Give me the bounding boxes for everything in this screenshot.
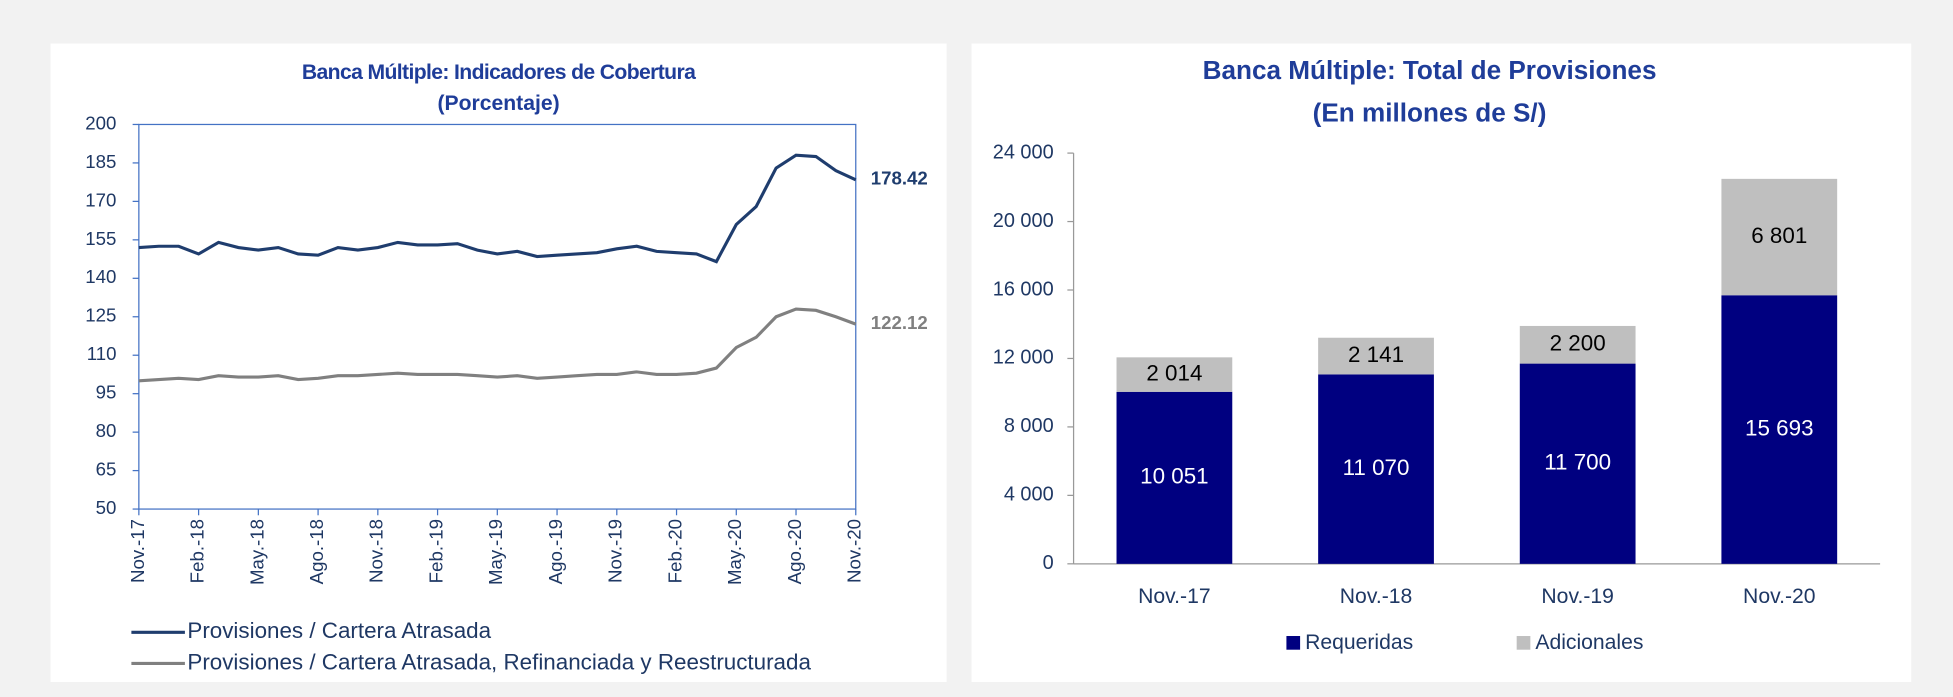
x-tick-label: Feb.-18	[187, 519, 208, 583]
bar-value-label: 11 700	[1544, 450, 1611, 475]
legend-label: Provisiones / Cartera Atrasada	[187, 618, 491, 643]
legend-label: Provisiones / Cartera Atrasada, Refinanc…	[187, 649, 811, 674]
y-tick-label: 110	[87, 343, 117, 364]
bar-segment	[1116, 391, 1233, 564]
y-tick-label: 4 000	[1004, 484, 1054, 506]
chart-subtitle: (En millones de S/)	[1313, 97, 1547, 127]
bar-value-label: 6 801	[1751, 223, 1807, 248]
x-tick-label: Nov.-18	[366, 519, 387, 583]
bar-value-label: 2 014	[1146, 361, 1202, 386]
bar-value-label: 2 141	[1348, 342, 1404, 367]
y-tick-label: 80	[96, 420, 117, 441]
x-tick-label: Nov.-20	[1743, 585, 1815, 608]
chart-title: Banca Múltiple: Indicadores de Cobertura	[302, 61, 696, 84]
y-tick-label: 170	[85, 189, 116, 210]
x-tick-label: Ago.-18	[306, 519, 327, 584]
bar-segment	[1519, 363, 1636, 564]
x-tick-label: Feb.-19	[425, 519, 446, 583]
x-tick-label: Ago.-20	[784, 519, 805, 584]
y-tick-label: 125	[85, 305, 116, 326]
x-tick-label: Nov.-17	[127, 519, 148, 583]
bar-segment	[1318, 337, 1434, 375]
end-value-label: 178.42	[871, 168, 928, 189]
bar-segment	[1318, 374, 1434, 564]
x-tick-label: Nov.-18	[1340, 585, 1412, 608]
line-series	[138, 153, 857, 264]
y-tick-label: 95	[96, 382, 117, 403]
bar-value-label: 11 070	[1343, 455, 1410, 480]
bar-segment	[1519, 325, 1636, 364]
left-panel	[50, 43, 947, 683]
legend-swatch	[1286, 636, 1301, 650]
y-tick-label: 155	[85, 228, 116, 249]
y-tick-label: 185	[85, 151, 116, 172]
bar-segment	[1721, 295, 1838, 564]
y-tick-label: 140	[85, 266, 116, 287]
y-tick-label: 200	[85, 112, 116, 133]
x-tick-label: Nov.-20	[844, 519, 865, 583]
legend-label: Adicionales	[1535, 631, 1643, 654]
bar-value-label: 10 051	[1140, 464, 1208, 489]
bar-segment	[1721, 178, 1838, 296]
x-tick-label: Nov.-19	[605, 519, 626, 583]
legend-swatch	[1516, 636, 1531, 650]
y-tick-label: 65	[96, 459, 117, 480]
bar-segment	[1116, 357, 1233, 392]
y-tick-label: 50	[96, 497, 117, 518]
x-tick-label: May.-19	[485, 519, 506, 585]
x-tick-label: May.-18	[246, 519, 267, 585]
end-value-label: 122.12	[871, 312, 928, 333]
x-tick-label: Ago.-19	[545, 519, 566, 584]
x-tick-label: Nov.-17	[1138, 585, 1210, 608]
y-tick-label: 8 000	[1004, 415, 1054, 437]
bar-value-label: 2 200	[1550, 331, 1606, 356]
x-tick-label: May.-20	[724, 519, 745, 585]
y-tick-label: 20 000	[993, 210, 1054, 232]
chart-title: Banca Múltiple: Total de Provisiones	[1203, 55, 1657, 85]
x-tick-label: Feb.-20	[664, 519, 685, 583]
legend-label: Requeridas	[1305, 631, 1413, 654]
chart-subtitle: (Porcentaje)	[437, 92, 559, 115]
y-tick-label: 16 000	[993, 278, 1054, 300]
bar-value-label: 15 693	[1745, 415, 1813, 440]
line-series	[138, 307, 857, 383]
x-tick-label: Nov.-19	[1541, 585, 1613, 608]
y-tick-label: 24 000	[993, 141, 1054, 163]
y-tick-label: 0	[1043, 552, 1054, 574]
y-tick-label: 12 000	[993, 347, 1054, 369]
